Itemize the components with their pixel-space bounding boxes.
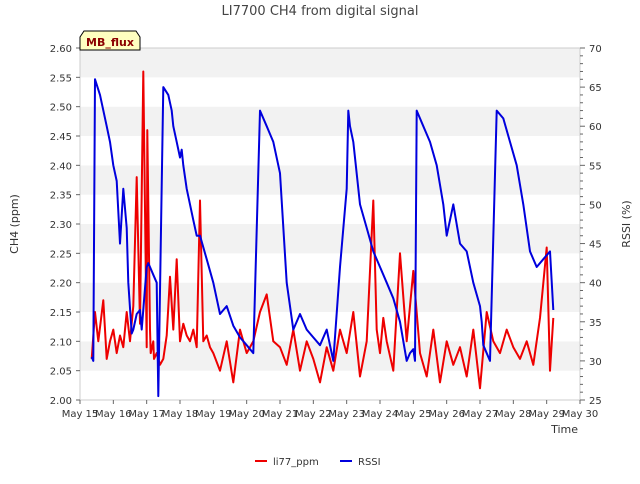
x-tick-label: May 21 — [262, 409, 299, 420]
y-tick-label-left: 2.10 — [50, 337, 72, 348]
x-tick-label: May 25 — [395, 409, 432, 420]
series-line-rssi — [90, 78, 555, 398]
y-axis-right-label: RSSI (%) — [620, 200, 633, 247]
x-tick-label: May 30 — [562, 409, 599, 420]
x-tick-label: May 15 — [62, 409, 99, 420]
legend-label: RSSI — [358, 457, 381, 468]
y-tick-label-left: 2.15 — [50, 308, 72, 319]
y-tick-label-right: 30 — [589, 357, 602, 368]
y-tick-label-right: 65 — [589, 83, 602, 94]
y-tick-label-right: 55 — [589, 161, 602, 172]
x-tick-label: May 22 — [295, 409, 332, 420]
plot-band — [80, 370, 580, 400]
x-tick-label: May 28 — [495, 409, 532, 420]
x-tick-label: May 17 — [128, 409, 165, 420]
plot-band — [80, 312, 580, 342]
plot-band — [80, 48, 580, 78]
y-axis-left: 2.00 2.05 2.10 2.15 2.20 2.25 2.30 2.35 2.40 2.45… — [50, 44, 80, 407]
x-tick-label: May 18 — [162, 409, 199, 420]
y-tick-label-left: 2.00 — [50, 396, 72, 407]
x-tick-label: May 27 — [462, 409, 499, 420]
y-tick-label-right: 70 — [589, 44, 602, 55]
x-tick-label: May 16 — [95, 409, 132, 420]
x-tick-label: May 29 — [528, 409, 565, 420]
y-tick-label-left: 2.50 — [50, 103, 72, 114]
y-tick-label-right: 45 — [589, 240, 602, 251]
series-layer — [90, 70, 555, 398]
site-badge-label: MB_flux — [86, 36, 134, 49]
plot-band — [80, 136, 580, 166]
y-tick-label-left: 2.05 — [50, 367, 72, 378]
y-tick-label-left: 2.55 — [50, 73, 72, 84]
y-tick-label-left: 2.60 — [50, 44, 72, 55]
x-tick-label: May 23 — [328, 409, 365, 420]
y-tick-label-left: 2.25 — [50, 249, 72, 260]
plot-band — [80, 194, 580, 224]
site-badge-shape — [79, 30, 141, 51]
y-tick-label-left: 2.45 — [50, 132, 72, 143]
y-tick-label-left: 2.40 — [50, 161, 72, 172]
x-tick-label: May 24 — [362, 409, 399, 420]
legend-label: li77_ppm — [273, 457, 319, 468]
legend: li77_ppm RSSI — [255, 457, 381, 468]
plot-band — [80, 282, 580, 312]
y-axis-right: 25 30 35 40 45 50 55 60 65 70 — [580, 44, 602, 407]
plot-band — [80, 253, 580, 283]
plot-band — [80, 77, 580, 107]
plot-band — [80, 165, 580, 195]
plot-band — [80, 224, 580, 254]
y-tick-label-right: 40 — [589, 279, 602, 290]
y-tick-label-right: 60 — [589, 122, 602, 133]
chart-title: LI7700 CH4 from digital signal — [222, 4, 419, 19]
y-tick-label-left: 2.30 — [50, 220, 72, 231]
x-tick-label: May 20 — [228, 409, 265, 420]
y-tick-label-right: 25 — [589, 396, 602, 407]
y-tick-label-left: 2.20 — [50, 279, 72, 290]
series-line-li77_ppm — [90, 70, 555, 390]
x-tick-label: May 19 — [195, 409, 232, 420]
y-axis-left-label: CH4 (ppm) — [8, 194, 21, 254]
y-tick-label-right: 35 — [589, 318, 602, 329]
y-tick-label-left: 2.35 — [50, 191, 72, 202]
y-tick-label-right: 50 — [589, 200, 602, 211]
x-tick-label: May 26 — [428, 409, 465, 420]
x-axis-label: Time — [550, 423, 578, 436]
site-badge: MB_flux — [79, 30, 141, 51]
